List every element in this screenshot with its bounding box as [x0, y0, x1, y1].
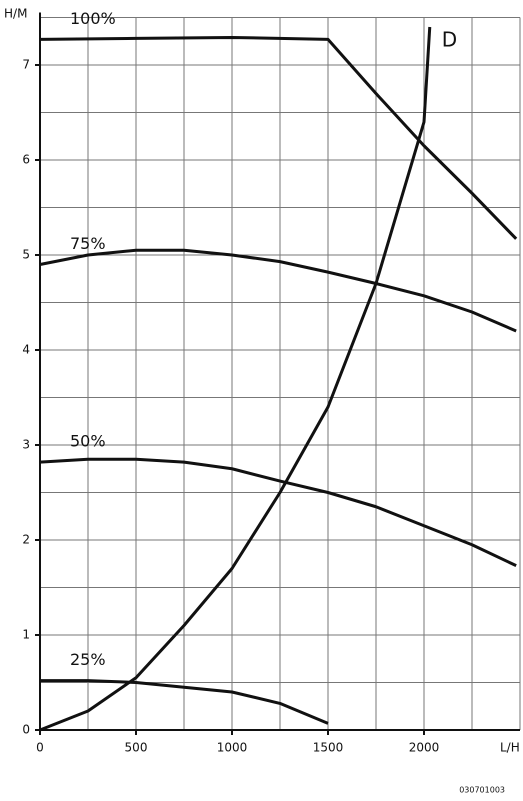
- y-tick-label: 7: [22, 58, 30, 72]
- curve: [39, 248, 517, 333]
- series-label: 100%: [70, 9, 116, 28]
- y-tick-label: 6: [22, 153, 30, 167]
- y-tick-label: 5: [22, 248, 30, 262]
- y-axis-label: H/M: [4, 7, 27, 21]
- y-tick-label: 0: [22, 723, 30, 737]
- y-tick-label: 4: [22, 343, 30, 357]
- y-tick-label: 1: [22, 628, 30, 642]
- series-label: 50%: [70, 432, 106, 451]
- y-tick-label: 2: [22, 533, 30, 547]
- x-tick-label: 0: [36, 741, 44, 755]
- curve: [39, 35, 518, 240]
- x-tick-label: 1500: [313, 741, 344, 755]
- series-label: 25%: [70, 650, 106, 669]
- series-label: D: [442, 28, 457, 52]
- x-tick-label: 1000: [217, 741, 248, 755]
- footnote: 030701003: [459, 786, 505, 795]
- curve: [39, 26, 432, 732]
- curve: [39, 457, 517, 568]
- y-tick-label: 3: [22, 438, 30, 452]
- curve: [40, 679, 329, 725]
- x-tick-label: 500: [125, 741, 148, 755]
- x-tick-label: 2000: [409, 741, 440, 755]
- x-axis-label: L/H: [500, 741, 520, 755]
- series-label: 75%: [70, 234, 106, 253]
